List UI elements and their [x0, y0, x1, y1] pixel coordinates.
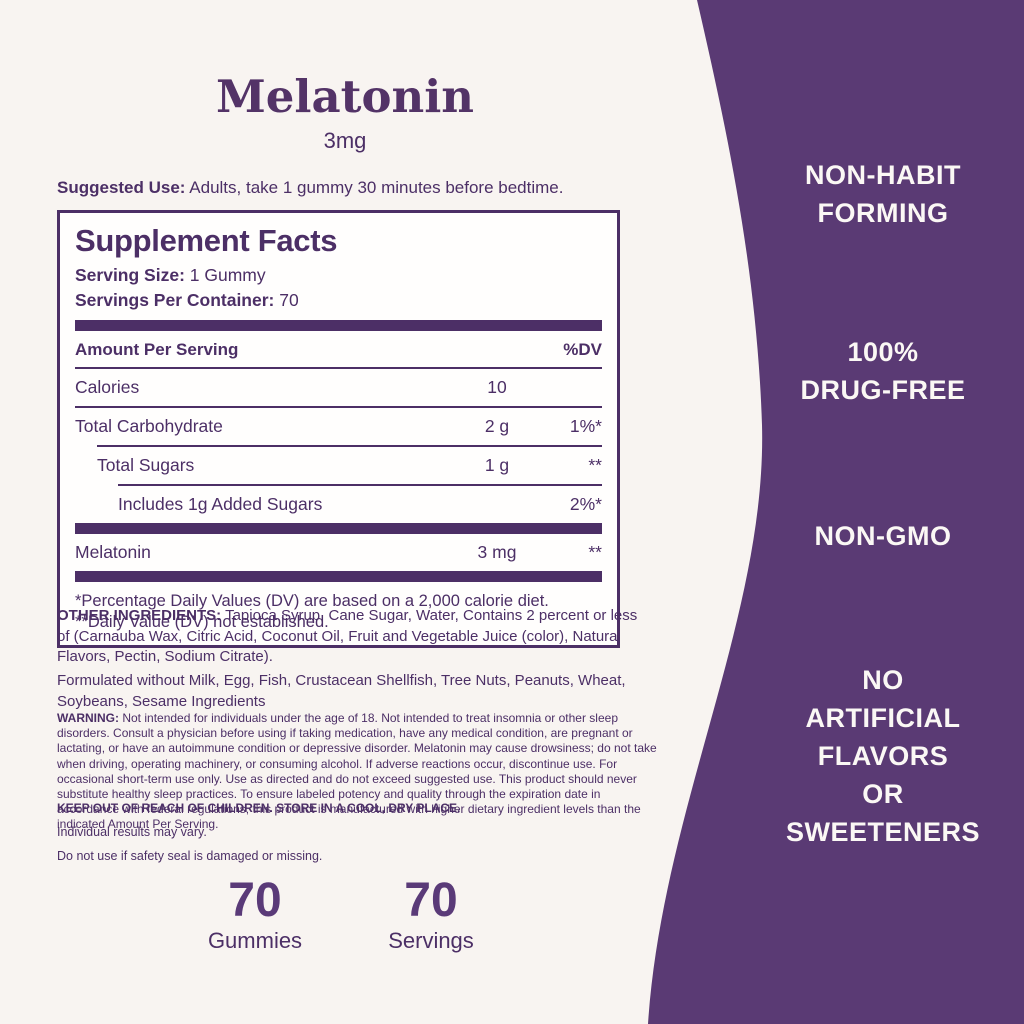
warning-text: Not intended for individuals under the a…: [57, 711, 657, 832]
servings-count-label: Servings: [388, 928, 474, 953]
claim-non-habit-forming: NON-HABIT FORMING: [727, 156, 1024, 232]
nutrient-amount: 2 g: [484, 416, 510, 436]
nutrient-amount: 3 mg: [477, 542, 517, 562]
product-dose: 3mg: [323, 128, 367, 153]
serving-size: Serving Size: 1 Gummy: [75, 263, 602, 288]
table-row-total-sugars: Total Sugars 1 g **: [97, 445, 602, 484]
gummies-count: 70 Gummies: [185, 876, 325, 954]
claim-line: NON-HABIT: [805, 160, 961, 190]
claim-line: 100%: [847, 337, 919, 367]
nutrient-dv: **: [588, 455, 602, 475]
servings-per-container-value: 70: [279, 290, 299, 310]
nutrient-name: Total Carbohydrate: [75, 416, 223, 436]
disclaimer-results: Individual results may vary.: [57, 825, 207, 839]
warning-statement: WARNING: Not intended for individuals un…: [57, 711, 659, 833]
table-row-total-carbohydrate: Total Carbohydrate 2 g 1%*: [75, 406, 602, 445]
serving-size-label: Serving Size:: [75, 265, 185, 285]
nutrient-name: Calories: [75, 377, 140, 397]
servings-per-container: Servings Per Container: 70: [75, 288, 602, 313]
suggested-use-text: Adults, take 1 gummy 30 minutes before b…: [189, 178, 564, 197]
other-ingredients-text: Tapioca Syrup, Cane Sugar, Water, Contai…: [57, 607, 638, 665]
claim-line: SWEETENERS: [785, 817, 981, 847]
nutrient-dv: **: [588, 542, 602, 562]
footnote-daily-values: *Percentage Daily Values (DV) are based …: [75, 592, 549, 610]
suggested-use: Suggested Use: Adults, take 1 gummy 30 m…: [57, 178, 647, 198]
dv-header: %DV: [563, 340, 602, 359]
claim-line: ARTIFICIAL: [805, 703, 961, 733]
nutrient-name: Total Sugars: [97, 455, 195, 475]
table-row-melatonin: Melatonin 3 mg **: [75, 534, 602, 571]
disclaimer-safety-seal: Do not use if safety seal is damaged or …: [57, 849, 323, 863]
nutrient-dv: 1%*: [569, 416, 602, 436]
facts-table-header: Amount Per Serving %DV: [75, 331, 602, 369]
claim-line: NON-GMO: [814, 521, 952, 551]
claim-line: NO: [862, 665, 904, 695]
amount-per-serving-header: Amount Per Serving: [75, 340, 239, 359]
claim-line: OR: [862, 779, 904, 809]
thick-divider-bar: [75, 571, 602, 582]
serving-size-value: 1 Gummy: [189, 265, 266, 285]
claim-line: FLAVORS: [817, 741, 949, 771]
claim-line: FORMING: [817, 198, 949, 228]
claim-line: DRUG-FREE: [800, 375, 966, 405]
nutrient-amount: 10: [487, 377, 507, 397]
thick-divider-bar: [75, 523, 602, 534]
other-ingredients-label: OTHER INGREDIENTS:: [57, 607, 222, 624]
supplement-facts-title: Supplement Facts: [75, 223, 338, 258]
warning-label: WARNING:: [57, 711, 119, 725]
nutrient-dv: 2%*: [569, 494, 602, 514]
suggested-use-label: Suggested Use:: [57, 178, 186, 197]
table-row-calories: Calories 10: [75, 369, 602, 406]
nutrient-amount: 1 g: [484, 455, 510, 475]
servings-count-value: 70: [404, 874, 458, 927]
gummies-count-label: Gummies: [207, 928, 303, 953]
thick-divider-bar: [75, 320, 602, 331]
facts-footnotes: *Percentage Daily Values (DV) are based …: [75, 591, 602, 633]
servings-per-container-label: Servings Per Container:: [75, 290, 275, 310]
claim-non-gmo: NON-GMO: [727, 517, 1024, 555]
servings-count: 70 Servings: [360, 876, 502, 954]
claim-no-artificial: NO ARTIFICIAL FLAVORS OR SWEETENERS: [727, 661, 1024, 851]
nutrient-name: Includes 1g Added Sugars: [118, 494, 323, 514]
footnote-dv-not-established: **Daily Value (DV) not established.: [75, 613, 329, 631]
other-ingredients: OTHER INGREDIENTS: Tapioca Syrup, Cane S…: [57, 606, 651, 668]
nutrient-name: Melatonin: [75, 542, 151, 562]
claim-drug-free: 100% DRUG-FREE: [727, 333, 1024, 409]
gummies-count-value: 70: [228, 874, 282, 927]
storage-statement: KEEP OUT OF REACH OF CHILDREN. STORE IN …: [57, 801, 461, 815]
table-row-added-sugars: Includes 1g Added Sugars 2%*: [118, 484, 602, 523]
product-title: Melatonin: [215, 70, 475, 123]
supplement-facts-panel: Supplement Facts Serving Size: 1 Gummy S…: [57, 210, 620, 648]
allergen-statement: Formulated without Milk, Egg, Fish, Crus…: [57, 672, 626, 710]
